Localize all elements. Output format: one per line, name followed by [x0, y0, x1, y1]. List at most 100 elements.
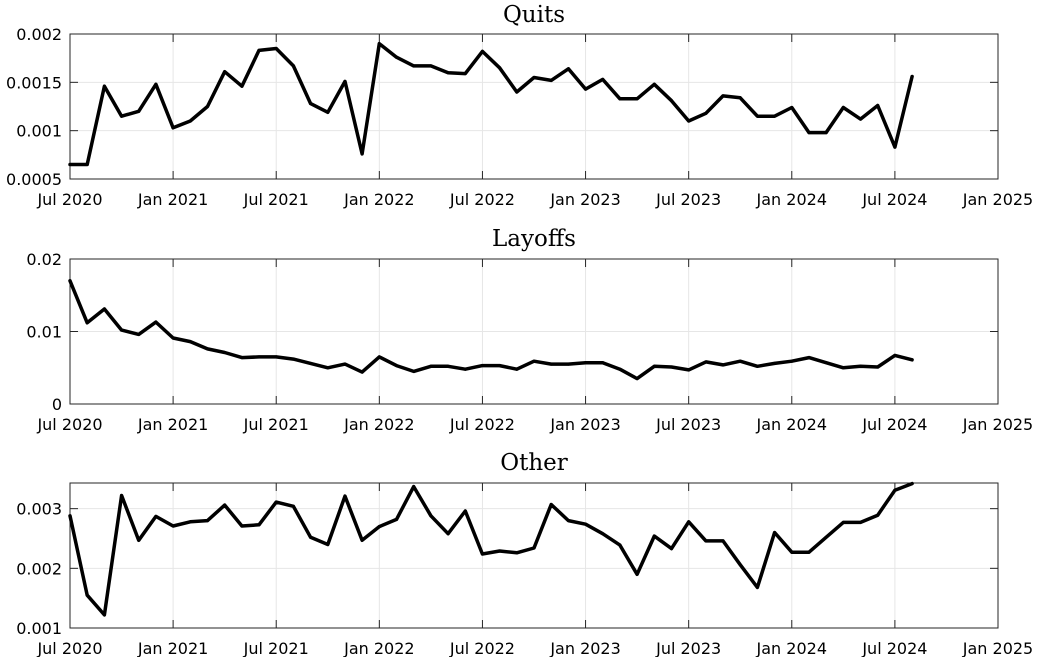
quits-data-point	[601, 77, 605, 81]
layoffs-data-point	[463, 367, 467, 371]
other-data-point	[188, 520, 192, 524]
layoffs-data-point	[790, 359, 794, 363]
layoffs-data-point	[309, 361, 313, 365]
other-data-point	[68, 514, 72, 518]
layoffs-x-tick-label: Jul 2024	[861, 415, 927, 434]
layoffs-x-tick-label: Jan 2024	[756, 415, 827, 434]
layoffs-y-tick-label: 0.02	[26, 250, 62, 269]
layoffs-data-point	[566, 362, 570, 366]
other-data-point	[154, 514, 158, 518]
layoffs-data-point	[532, 359, 536, 363]
quits-data-point	[859, 117, 863, 121]
layoffs-x-tick-label: Jul 2022	[449, 415, 515, 434]
layoffs-data-point	[326, 366, 330, 370]
other-data-point	[360, 538, 364, 542]
other-data-point	[309, 535, 313, 539]
quits-data-point	[137, 109, 141, 113]
quits-data-point	[480, 49, 484, 53]
other-data-point	[566, 519, 570, 523]
other-data-point	[257, 523, 261, 527]
quits-title: Quits	[503, 2, 565, 28]
quits-data-point	[154, 82, 158, 86]
quits-x-tick-label: Jul 2021	[243, 190, 309, 209]
other-y-tick-label: 0.003	[16, 500, 62, 519]
quits-x-tick-label: Jan 2021	[137, 190, 208, 209]
other-x-tick-label: Jan 2021	[137, 639, 208, 657]
other-data-point	[910, 482, 914, 486]
other-x-tick-label: Jul 2023	[655, 639, 721, 657]
other-data-point	[549, 502, 553, 506]
other-data-point	[704, 539, 708, 543]
other-data-point	[120, 494, 124, 498]
layoffs-data-point	[446, 364, 450, 368]
quits-series-line	[68, 41, 914, 167]
layoffs-data-point	[120, 328, 124, 332]
quits-data-point	[669, 99, 673, 103]
quits-data-point	[343, 79, 347, 83]
quits-data-point	[291, 64, 295, 68]
quits-data-point	[652, 82, 656, 86]
layoffs-x-tick-label: Jul 2020	[36, 415, 102, 434]
other-data-point	[480, 552, 484, 556]
other-data-point	[240, 524, 244, 528]
quits-data-point	[876, 104, 880, 108]
other-y-tick-label: 0.001	[16, 619, 62, 638]
quits-panel: Jul 2020 Jan 2021 Jul 2021 Jan 2022 Jul 2022…	[6, 2, 1033, 209]
quits-data-point	[515, 90, 519, 94]
layoffs-data-point	[154, 320, 158, 324]
quits-data-point	[326, 110, 330, 114]
quits-y-tick-label: 0.0015	[6, 73, 62, 92]
quits-axes-box	[69, 33, 999, 180]
other-x-tick-label: Jan 2025	[962, 639, 1033, 657]
quits-data-point	[893, 145, 897, 149]
other-data-point	[755, 585, 759, 589]
quits-data-point	[85, 163, 89, 166]
quits-data-point	[309, 102, 313, 106]
layoffs-data-point	[910, 358, 914, 362]
layoffs-y-tick-label: 0.01	[26, 323, 62, 342]
layoffs-x-tick-label: Jan 2021	[137, 415, 208, 434]
other-data-point	[171, 524, 175, 528]
layoffs-x-tick-label: Jan 2023	[549, 415, 620, 434]
quits-data-point	[274, 47, 278, 50]
layoffs-data-point	[876, 365, 880, 369]
other-data-point	[85, 593, 89, 597]
layoffs-data-point	[635, 377, 639, 381]
layoffs-data-point	[755, 364, 759, 368]
quits-data-point	[412, 64, 416, 68]
layoffs-data-point	[102, 307, 106, 311]
other-data-point	[635, 572, 639, 576]
layoffs-data-point	[274, 355, 278, 359]
layoffs-data-point	[601, 361, 605, 365]
other-data-point	[446, 532, 450, 536]
layoffs-data-point	[240, 356, 244, 360]
layoffs-data-point	[498, 364, 502, 368]
quits-data-point	[429, 64, 433, 68]
other-panel: Jul 2020 Jan 2021 Jul 2021 Jan 2022 Jul 2022…	[16, 450, 1033, 657]
layoffs-data-point	[704, 360, 708, 364]
other-data-point	[773, 531, 777, 535]
quits-x-tick-label: Jan 2024	[756, 190, 827, 209]
other-x-tick-label: Jan 2023	[549, 639, 620, 657]
layoffs-data-point	[171, 336, 175, 340]
other-data-point	[395, 517, 399, 521]
quits-data-point	[773, 114, 777, 118]
quits-y-tick-label: 0.001	[16, 122, 62, 141]
layoffs-data-point	[68, 279, 72, 283]
other-data-point	[205, 519, 209, 523]
quits-y-tick-label: 0.002	[16, 25, 62, 44]
other-data-point	[824, 535, 828, 539]
layoffs-data-point	[721, 363, 725, 367]
quits-x-tick-label: Jul 2020	[36, 190, 102, 209]
layoffs-data-point	[343, 362, 347, 366]
quits-data-point	[790, 105, 794, 109]
other-data-point	[618, 543, 622, 547]
other-data-point	[223, 503, 227, 507]
quits-data-point	[205, 105, 209, 108]
layoffs-data-point	[429, 364, 433, 368]
quits-data-point	[687, 119, 691, 123]
layoffs-data-point	[85, 321, 89, 325]
other-data-point	[859, 520, 863, 524]
other-data-point	[377, 525, 381, 529]
